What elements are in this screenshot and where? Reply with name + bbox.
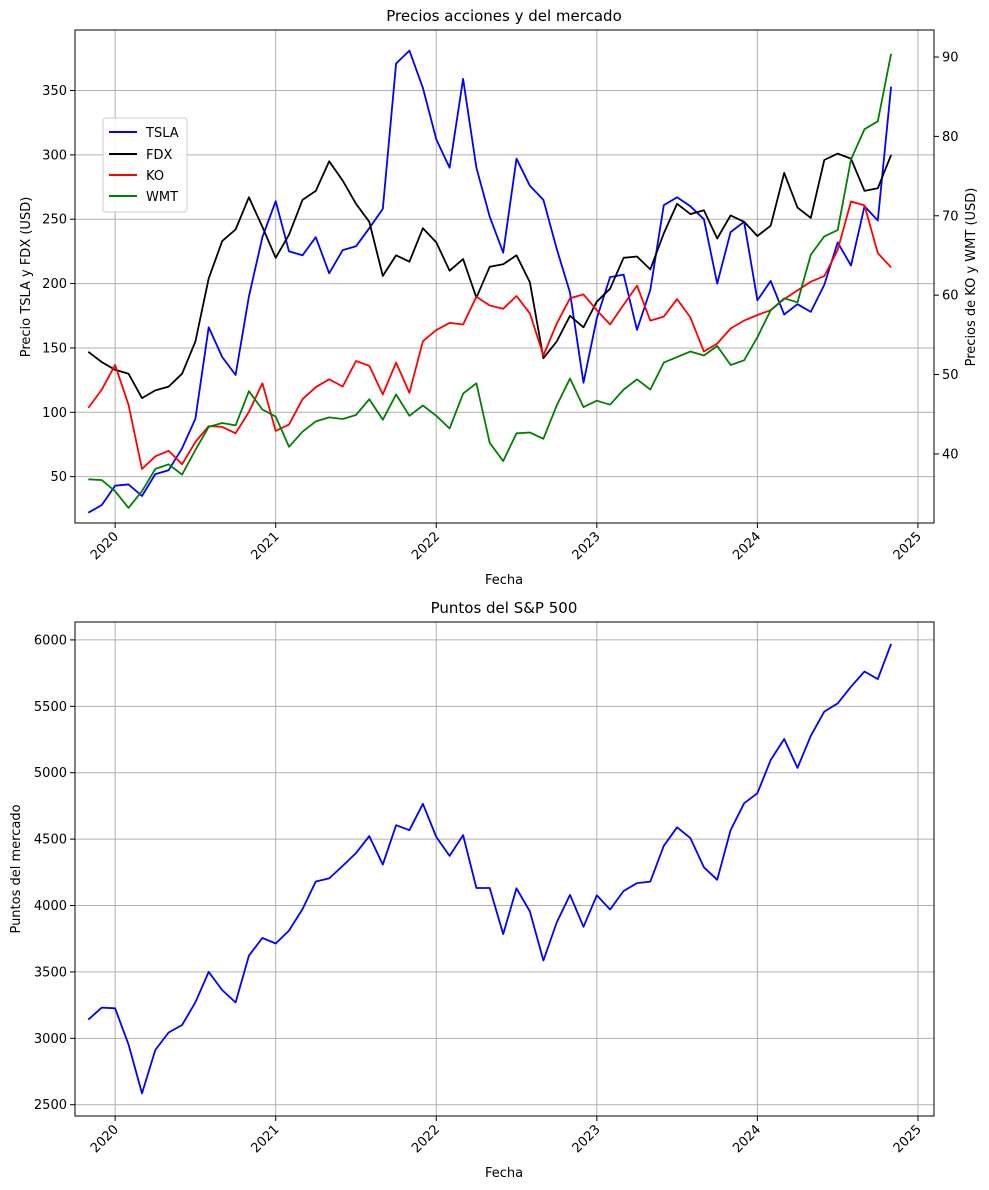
y2-tick-label: 40 <box>942 447 959 462</box>
y-tick-label: 250 <box>42 213 67 228</box>
grid-lines <box>75 622 934 1116</box>
y-tick-label: 300 <box>42 148 67 163</box>
y2-axis-ticks: 40 50 60 70 80 90 <box>934 50 959 462</box>
y-tick-label: 150 <box>42 341 67 356</box>
y2-axis-label: Precios de KO y WMT (USD) <box>964 188 979 367</box>
y-tick-label: 4500 <box>34 833 67 848</box>
series-line-ko <box>87 200 892 470</box>
series-lines <box>87 49 892 514</box>
y-tick-label: 200 <box>42 277 67 292</box>
chart-title: Puntos del S&P 500 <box>431 599 578 617</box>
y-tick-label: 4000 <box>34 899 67 914</box>
plot-frame <box>74 29 935 524</box>
legend-label-ko: KO <box>146 169 164 184</box>
y2-tick-label: 70 <box>942 209 959 224</box>
series-lines <box>87 643 892 1095</box>
y2-tick-label: 60 <box>942 289 959 304</box>
y-tick-label: 350 <box>42 84 67 99</box>
y-tick-label: 3000 <box>34 1032 67 1047</box>
y-tick-label: 6000 <box>34 633 67 648</box>
y-tick-label: 2500 <box>34 1098 67 1113</box>
legend: TSLA FDX KO WMT <box>102 117 188 213</box>
y-axis-ticks: 50 100 150 200 250 300 350 <box>42 84 75 485</box>
series-line-fdx <box>87 152 892 400</box>
y-axis-label: Precio TSLA y FDX (USD) <box>19 197 34 358</box>
legend-box <box>102 117 188 213</box>
x-axis-label: Fecha <box>485 573 523 588</box>
series-line-s-p-500 <box>87 643 892 1095</box>
y2-tick-label: 90 <box>942 50 959 65</box>
plot-frame <box>74 621 935 1117</box>
series-line-wmt <box>88 53 892 509</box>
series-line-tsla <box>87 49 892 514</box>
y-tick-label: 5000 <box>34 766 67 781</box>
legend-label-fdx: FDX <box>146 148 172 163</box>
y-tick-label: 5500 <box>34 700 67 715</box>
legend-label-tsla: TSLA <box>145 126 179 141</box>
y-tick-label: 3500 <box>34 965 67 980</box>
y2-tick-label: 50 <box>942 368 959 383</box>
legend-label-wmt: WMT <box>146 190 178 205</box>
y-axis-label: Puntos del mercado <box>9 804 24 933</box>
y-tick-label: 100 <box>42 406 67 421</box>
y-tick-label: 50 <box>50 470 67 485</box>
y2-tick-label: 80 <box>942 130 959 145</box>
x-axis-label: Fecha <box>485 1166 523 1181</box>
y-axis-ticks: 2500 3000 3500 4000 4500 5000 5500 6000 <box>34 633 75 1113</box>
chart-title: Precios acciones y del mercado <box>386 7 622 25</box>
